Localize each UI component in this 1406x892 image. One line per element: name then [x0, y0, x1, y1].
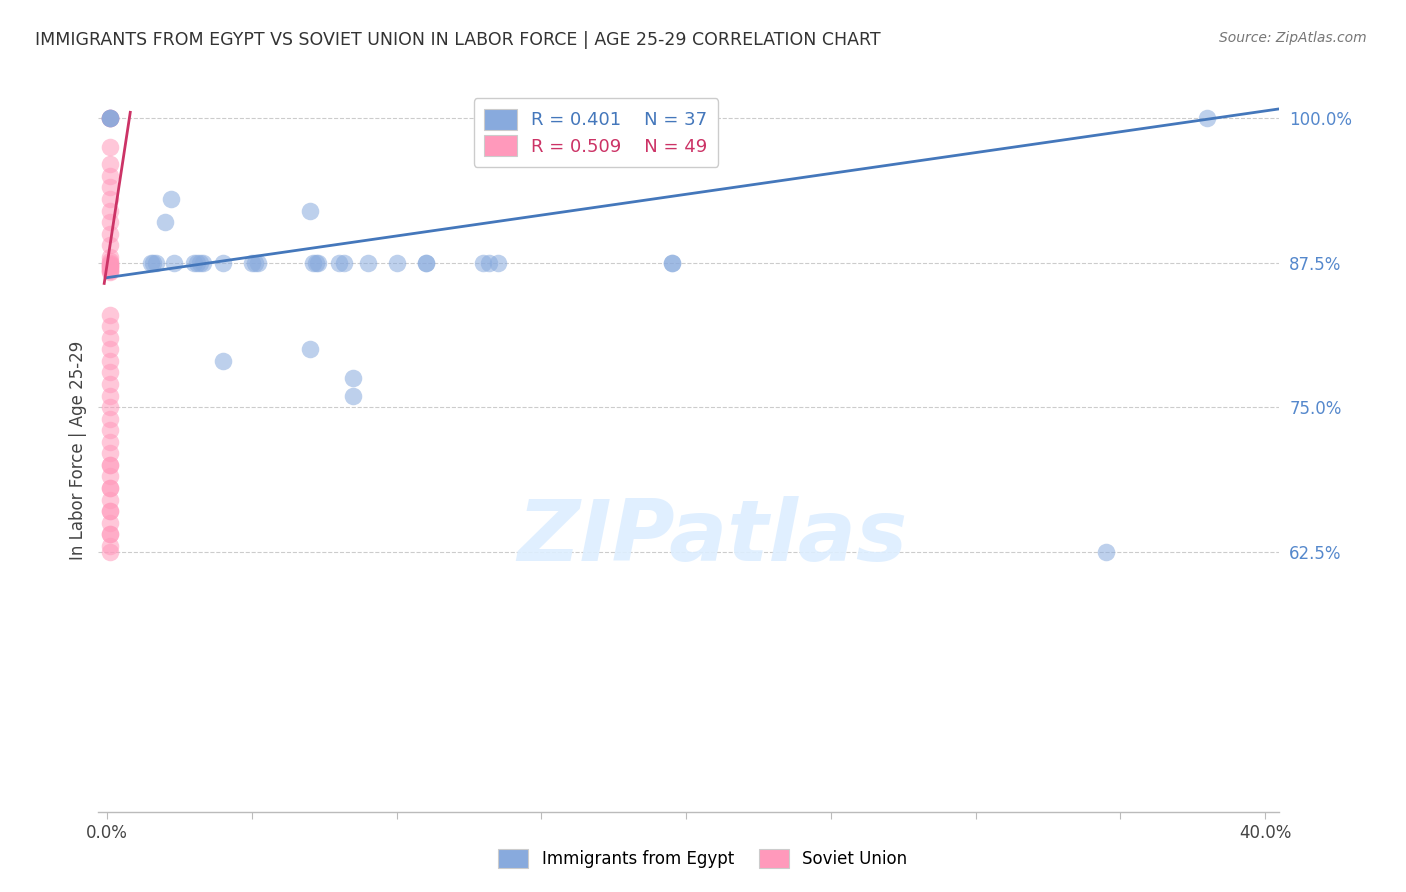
Point: [98, 400, 121, 414]
Point: [98, 354, 121, 368]
Point: [98, 319, 121, 334]
Point: [98, 111, 121, 125]
Point: [163, 255, 186, 269]
Point: [98, 481, 121, 495]
Point: [98, 259, 121, 273]
Point: [298, 203, 321, 218]
Point: [342, 371, 364, 385]
Point: [98, 255, 121, 269]
Point: [98, 203, 121, 218]
Point: [145, 255, 167, 269]
Point: [139, 255, 162, 269]
Point: [188, 255, 211, 269]
Point: [98, 343, 121, 357]
Point: [98, 111, 121, 125]
Point: [98, 169, 121, 183]
Point: [98, 492, 121, 507]
Point: [98, 504, 121, 518]
Point: [661, 255, 683, 269]
Point: [333, 255, 356, 269]
Point: [645, 111, 668, 125]
Point: [385, 255, 408, 269]
Point: [98, 504, 121, 518]
Point: [301, 255, 323, 269]
Point: [98, 262, 121, 277]
Point: [159, 192, 181, 206]
Point: [98, 111, 121, 125]
Point: [212, 354, 235, 368]
Point: [1197, 111, 1219, 125]
Point: [1094, 544, 1116, 558]
Legend: Immigrants from Egypt, Soviet Union: Immigrants from Egypt, Soviet Union: [492, 843, 914, 875]
Point: [153, 215, 176, 229]
Point: [661, 255, 683, 269]
Point: [98, 331, 121, 345]
Point: [98, 388, 121, 402]
Point: [98, 250, 121, 264]
Legend: R = 0.401    N = 37, R = 0.509    N = 49: R = 0.401 N = 37, R = 0.509 N = 49: [474, 98, 718, 167]
Point: [98, 257, 121, 271]
Point: [342, 388, 364, 402]
Point: [98, 265, 121, 279]
Point: [98, 469, 121, 483]
Point: [472, 255, 495, 269]
Point: [98, 263, 121, 277]
Text: IMMIGRANTS FROM EGYPT VS SOVIET UNION IN LABOR FORCE | AGE 25-29 CORRELATION CHA: IMMIGRANTS FROM EGYPT VS SOVIET UNION IN…: [35, 31, 880, 49]
Point: [98, 446, 121, 460]
Text: ZIPatlas: ZIPatlas: [517, 496, 908, 579]
Point: [98, 140, 121, 154]
Point: [98, 527, 121, 541]
Point: [246, 255, 269, 269]
Point: [98, 192, 121, 206]
Point: [98, 111, 121, 125]
Point: [98, 227, 121, 241]
Point: [98, 180, 121, 194]
Point: [212, 255, 235, 269]
Point: [243, 255, 266, 269]
Point: [307, 255, 329, 269]
Point: [98, 481, 121, 495]
Point: [98, 238, 121, 252]
Point: [98, 376, 121, 391]
Text: Source: ZipAtlas.com: Source: ZipAtlas.com: [1219, 31, 1367, 45]
Point: [142, 255, 165, 269]
Point: [478, 255, 501, 269]
Point: [98, 411, 121, 425]
Y-axis label: In Labor Force | Age 25-29: In Labor Force | Age 25-29: [69, 341, 87, 560]
Point: [98, 366, 121, 380]
Point: [415, 255, 437, 269]
Point: [98, 111, 121, 125]
Point: [98, 258, 121, 272]
Point: [98, 539, 121, 553]
Point: [98, 157, 121, 171]
Point: [298, 343, 321, 357]
Point: [98, 423, 121, 437]
Point: [183, 255, 205, 269]
Point: [98, 261, 121, 276]
Point: [98, 308, 121, 322]
Point: [98, 458, 121, 472]
Point: [98, 254, 121, 268]
Point: [98, 260, 121, 275]
Point: [186, 255, 208, 269]
Point: [98, 434, 121, 449]
Point: [486, 255, 509, 269]
Point: [98, 458, 121, 472]
Point: [356, 255, 378, 269]
Point: [98, 111, 121, 125]
Point: [98, 527, 121, 541]
Point: [98, 516, 121, 530]
Point: [240, 255, 263, 269]
Point: [415, 255, 437, 269]
Point: [98, 215, 121, 229]
Point: [304, 255, 326, 269]
Point: [191, 255, 214, 269]
Point: [98, 544, 121, 558]
Point: [328, 255, 350, 269]
